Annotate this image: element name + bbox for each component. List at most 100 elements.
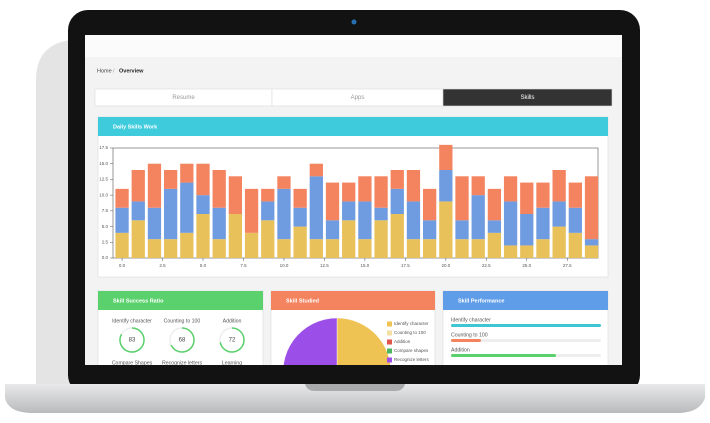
- bar-segment: [520, 182, 534, 214]
- tab[interactable]: [442, 88, 613, 107]
- bar-segment: [244, 188, 259, 233]
- bar-segment: [325, 220, 340, 240]
- bar-segment: [552, 201, 566, 227]
- bar-segment: [390, 170, 404, 189]
- bar-segment: [552, 226, 566, 258]
- bar-segment: [439, 201, 453, 258]
- ring-value: 72: [229, 338, 236, 344]
- bar-segment: [261, 188, 275, 202]
- bar-segment: [325, 182, 340, 221]
- bar-segment: [115, 188, 129, 208]
- bar-segment: [471, 176, 485, 196]
- bar-segment: [277, 176, 291, 189]
- bar-segment: [147, 239, 162, 258]
- bar-segment: [293, 188, 307, 208]
- bar-segment: [439, 170, 453, 202]
- bar-segment: [503, 245, 518, 258]
- bar-segment: [163, 170, 178, 189]
- ring-label: Learning: [222, 360, 242, 366]
- progress-bar: [451, 324, 601, 327]
- bar-segment: [342, 220, 356, 258]
- x-tick-label: 15.0: [361, 263, 370, 268]
- pie-slice: [283, 317, 338, 365]
- bar-segment: [406, 170, 421, 202]
- bar-segment: [358, 201, 372, 240]
- bar-segment: [406, 201, 421, 240]
- progress-bar: [451, 339, 481, 342]
- base-notch: [305, 384, 405, 391]
- tab-label[interactable]: Resume: [172, 95, 195, 101]
- legend-label: Compare shapes: [394, 348, 429, 353]
- bar-segment: [147, 207, 162, 240]
- bar-segment: [536, 239, 550, 258]
- breadcrumb-sep: /: [113, 68, 115, 74]
- bar-segment: [277, 239, 291, 258]
- ring-label: Recognize letters: [162, 360, 202, 366]
- bar-segment: [261, 201, 275, 221]
- panel-title: Skill Studied: [286, 298, 319, 304]
- tab-label[interactable]: Skills: [520, 95, 534, 101]
- bar-segment: [471, 195, 485, 240]
- x-tick-label: 22.5: [482, 263, 491, 268]
- legend-label: Recognize letters: [394, 357, 430, 362]
- x-tick-label: 20.0: [441, 263, 450, 268]
- bar-segment: [520, 214, 534, 246]
- y-tick-label: 7.5: [102, 208, 109, 213]
- bar-segment: [358, 239, 372, 258]
- y-tick-label: 17.5: [99, 145, 108, 150]
- bar-segment: [196, 195, 210, 214]
- top-bar: [85, 35, 622, 57]
- bar-segment: [503, 201, 518, 246]
- ring-label: Identify character: [112, 318, 152, 324]
- y-tick-label: 10.0: [99, 192, 108, 197]
- bar-segment: [180, 182, 194, 233]
- bar-segment: [487, 220, 502, 233]
- bar-segment: [423, 188, 437, 221]
- bar-segment: [180, 163, 194, 183]
- legend-label: Identify character: [394, 321, 429, 326]
- bar-segment: [568, 207, 582, 233]
- bar-segment: [131, 201, 145, 221]
- legend-label: Addition: [394, 339, 411, 344]
- panel-header: [271, 291, 435, 310]
- y-tick-label: 15.0: [99, 161, 108, 166]
- bar-segment: [115, 232, 129, 258]
- tab-label[interactable]: Apps: [351, 95, 365, 101]
- bar-segment: [131, 170, 145, 202]
- x-tick-label: 10.0: [280, 263, 289, 268]
- breadcrumb-home[interactable]: Home: [97, 68, 112, 74]
- x-tick-label: 5.0: [200, 263, 207, 268]
- legend-label: Counting to 100: [394, 330, 426, 335]
- bar-segment: [228, 176, 243, 214]
- bar-segment: [374, 207, 388, 221]
- bar-segment: [131, 220, 145, 258]
- bar-segment: [390, 188, 404, 214]
- bar-segment: [358, 176, 372, 202]
- legend-swatch: [387, 357, 392, 363]
- x-tick-label: 2.5: [159, 263, 166, 268]
- screen: Home / Overview Daily Skills Work Skill …: [85, 35, 622, 366]
- ring-label: Counting to 100: [164, 318, 201, 324]
- legend-swatch: [387, 330, 392, 336]
- x-tick-label: 12.5: [320, 263, 329, 268]
- bar-segment: [568, 182, 582, 208]
- legend-swatch: [387, 339, 392, 345]
- y-tick-label: 0.0: [102, 255, 109, 260]
- bar-segment: [439, 144, 453, 170]
- bar-segment: [180, 232, 194, 258]
- bar-segment: [390, 214, 404, 258]
- ring-label: Compare Shapes: [112, 360, 153, 366]
- bar-segment: [423, 239, 437, 258]
- bar-segment: [212, 239, 226, 258]
- bar-segment: [196, 163, 210, 196]
- bar-segment: [342, 201, 356, 221]
- ring-value: 68: [179, 338, 186, 344]
- bar-segment: [212, 207, 226, 240]
- x-tick-label: 17.5: [401, 263, 410, 268]
- ring-arc: [119, 327, 145, 353]
- bar-segment: [471, 239, 485, 258]
- y-tick-label: 2.5: [102, 239, 109, 244]
- bar-segment: [293, 207, 307, 227]
- x-tick-label: 0.0: [119, 263, 126, 268]
